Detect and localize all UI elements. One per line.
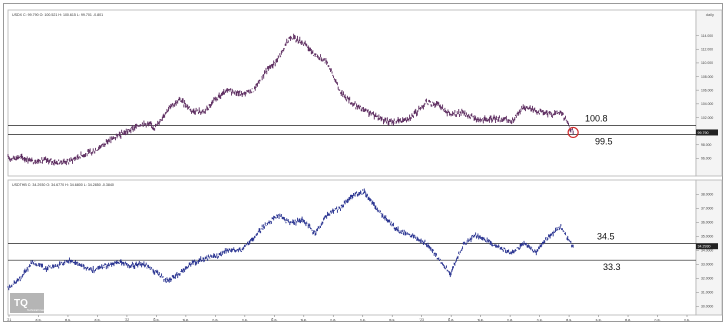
y-tick-label: 30.0000: [701, 305, 713, 309]
y-tick-label: 32.0000: [701, 277, 713, 281]
x-tick-label: ส.ค.: [35, 318, 41, 322]
x-tick-label: ส.ค.: [94, 318, 100, 322]
x-tick-label: ก.ค.: [654, 318, 660, 322]
support-line-label: 99.5: [595, 137, 613, 147]
y-tick-label: 37.0000: [701, 207, 713, 211]
usdthb-series: [7, 188, 574, 291]
x-tick-label: ธ.ค.: [595, 318, 601, 322]
tq-logo-subtext: Technical Investor: [27, 308, 48, 312]
corner-label: daily: [706, 12, 714, 17]
x-tick-label: '22: [125, 318, 130, 322]
x-tick-label: พ.ค.: [183, 318, 189, 322]
time-axis: '21 ส.ค. พ.ย. ส.ค. '22 มี.ค. พ.ค. ก.ค. ก.ย. มี.ค.…: [7, 315, 690, 322]
y-tick-label: 31.0000: [701, 291, 713, 295]
x-tick-label: มี.ค.: [271, 317, 277, 322]
usdthb-y-ticks: 30.0000 31.0000 32.0000 33.0000 34.0000 35.00…: [696, 193, 713, 309]
x-tick-label: พ.ค.: [625, 318, 631, 322]
usdthb-title: USDTHB C: 34.2930 O: 34.6770 H: 34.6800 …: [12, 183, 114, 187]
x-tick-label: '21: [7, 318, 12, 322]
x-tick-label: ก.ค.: [330, 318, 336, 322]
usdx-series: [7, 33, 574, 166]
usdx-price-scale: [695, 9, 723, 177]
y-tick-label: 112.000: [701, 48, 713, 52]
y-tick-label: 102.000: [701, 116, 713, 120]
usdthb-plot-area: [7, 179, 697, 316]
usdthb-panel: USDTHB C: 34.2930 O: 34.6770 H: 34.6800 …: [7, 179, 723, 316]
usdthb-price-tag: 34.2930: [696, 243, 718, 250]
x-tick-label: ก.ย.: [242, 318, 248, 322]
usdx-title: USDX C: 99.790 O: 100.521 H: 100.615 L: …: [12, 13, 103, 17]
support-line-label: 100.8: [585, 114, 608, 124]
x-tick-label: พ.ย.: [65, 318, 71, 322]
x-tick-label: ก.ย.: [360, 318, 366, 322]
y-tick-label: 98.000: [701, 143, 711, 147]
tq-logo-box: [10, 293, 44, 313]
y-tick-label: 33.0000: [701, 263, 713, 267]
y-tick-label: 106.000: [701, 88, 713, 92]
tq-logo-watermark: TQ Technical Investor: [10, 293, 48, 313]
x-tick-label: มี.ค.: [448, 317, 454, 322]
price-tag-label: 99.790: [698, 131, 709, 135]
y-tick-label: 110.000: [701, 61, 713, 65]
x-tick-label: ก.ย.: [537, 318, 543, 322]
support-line-label: 34.5: [597, 231, 615, 241]
last-price-circle-marker: [567, 126, 579, 139]
y-tick-label: 104.000: [701, 102, 713, 106]
y-tick-label: 108.000: [701, 75, 713, 79]
support-line-label: 33.3: [603, 262, 621, 272]
y-tick-label: 34.0000: [701, 249, 713, 253]
x-tick-label: มี.ค.: [153, 317, 159, 322]
price-tag-box: [696, 129, 718, 136]
usdx-plot-area: [7, 9, 697, 177]
y-tick-label: 36.0000: [701, 221, 713, 225]
usdx-price-tag: 99.790: [696, 129, 718, 136]
y-tick-label: 38.0000: [701, 193, 713, 197]
x-tick-label: ก.ค.: [507, 318, 513, 322]
price-tag-box: [696, 243, 718, 250]
x-tick-label: พ.ค.: [477, 318, 483, 322]
x-tick-label: ก.ย.: [684, 318, 690, 322]
x-tick-label: ก.ค.: [212, 318, 218, 322]
y-tick-label: 114.000: [701, 34, 713, 38]
usdx-panel: USDX C: 99.790 O: 100.521 H: 100.615 L: …: [7, 9, 723, 177]
x-tick-label: พ.ย.: [566, 318, 572, 322]
x-tick-label: พ.ย.: [389, 318, 395, 322]
x-tick-label: พ.ค.: [301, 318, 307, 322]
price-tag-label: 34.2930: [698, 245, 711, 249]
usdx-support-lines: 100.8 99.5: [8, 114, 696, 147]
x-tick-label: '23: [419, 318, 424, 322]
y-tick-label: 96.000: [701, 157, 711, 161]
usdthb-support-lines: 34.5 33.3: [8, 231, 696, 272]
y-tick-label: 35.0000: [701, 235, 713, 239]
tq-logo-text: TQ: [14, 298, 28, 309]
